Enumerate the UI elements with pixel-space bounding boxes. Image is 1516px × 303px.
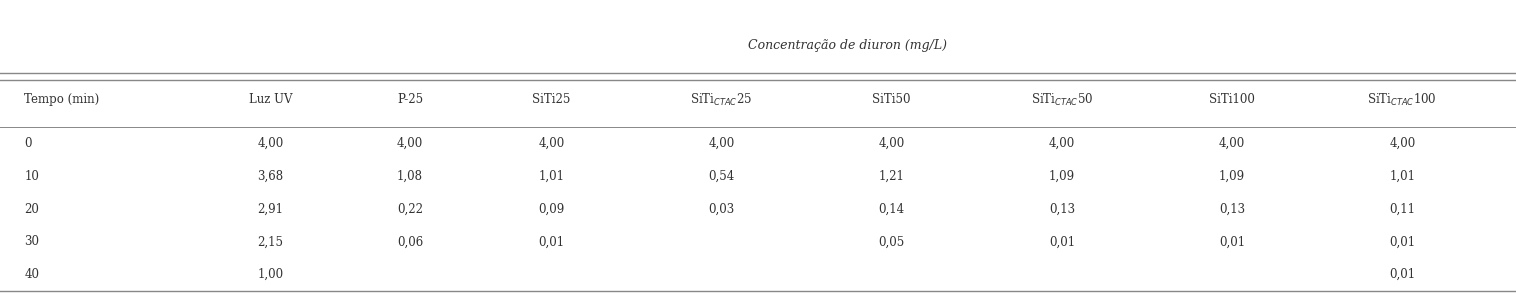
Text: 10: 10 [24, 170, 39, 183]
Text: 1,01: 1,01 [1389, 170, 1416, 183]
Text: 0,05: 0,05 [879, 235, 905, 248]
Text: 4,00: 4,00 [1389, 137, 1416, 150]
Text: 2,91: 2,91 [258, 203, 283, 215]
Text: 0,01: 0,01 [1049, 235, 1075, 248]
Text: Luz UV: Luz UV [249, 94, 293, 106]
Text: 0,01: 0,01 [1219, 235, 1245, 248]
Text: 0,54: 0,54 [708, 170, 735, 183]
Text: 0,03: 0,03 [708, 203, 735, 215]
Text: 0,06: 0,06 [397, 235, 423, 248]
Text: 4,00: 4,00 [538, 137, 564, 150]
Text: SiTi50: SiTi50 [872, 94, 911, 106]
Text: 4,00: 4,00 [879, 137, 905, 150]
Text: 0,22: 0,22 [397, 203, 423, 215]
Text: 0: 0 [24, 137, 32, 150]
Text: SiTi25: SiTi25 [532, 94, 570, 106]
Text: 20: 20 [24, 203, 39, 215]
Text: Tempo (min): Tempo (min) [24, 94, 100, 106]
Text: 0,01: 0,01 [1389, 268, 1416, 281]
Text: 1,00: 1,00 [258, 268, 283, 281]
Text: 1,21: 1,21 [879, 170, 905, 183]
Text: 4,00: 4,00 [1219, 137, 1245, 150]
Text: 0,14: 0,14 [879, 203, 905, 215]
Text: 4,00: 4,00 [1049, 137, 1075, 150]
Text: 3,68: 3,68 [258, 170, 283, 183]
Text: SiTi100: SiTi100 [1210, 94, 1255, 106]
Text: 0,01: 0,01 [538, 235, 564, 248]
Text: P-25: P-25 [397, 94, 423, 106]
Text: SiTi$_{CTAC}$100: SiTi$_{CTAC}$100 [1367, 92, 1437, 108]
Text: 0,11: 0,11 [1389, 203, 1416, 215]
Text: 1,08: 1,08 [397, 170, 423, 183]
Text: 30: 30 [24, 235, 39, 248]
Text: 0,13: 0,13 [1219, 203, 1245, 215]
Text: 4,00: 4,00 [258, 137, 283, 150]
Text: SiTi$_{CTAC}$50: SiTi$_{CTAC}$50 [1031, 92, 1093, 108]
Text: Concentração de diuron (mg/L): Concentração de diuron (mg/L) [749, 39, 948, 52]
Text: 0,13: 0,13 [1049, 203, 1075, 215]
Text: 4,00: 4,00 [397, 137, 423, 150]
Text: 2,15: 2,15 [258, 235, 283, 248]
Text: 40: 40 [24, 268, 39, 281]
Text: 0,01: 0,01 [1389, 235, 1416, 248]
Text: 0,09: 0,09 [538, 203, 564, 215]
Text: 4,00: 4,00 [708, 137, 735, 150]
Text: 1,01: 1,01 [538, 170, 564, 183]
Text: 1,09: 1,09 [1219, 170, 1245, 183]
Text: SiTi$_{CTAC}$25: SiTi$_{CTAC}$25 [690, 92, 752, 108]
Text: 1,09: 1,09 [1049, 170, 1075, 183]
